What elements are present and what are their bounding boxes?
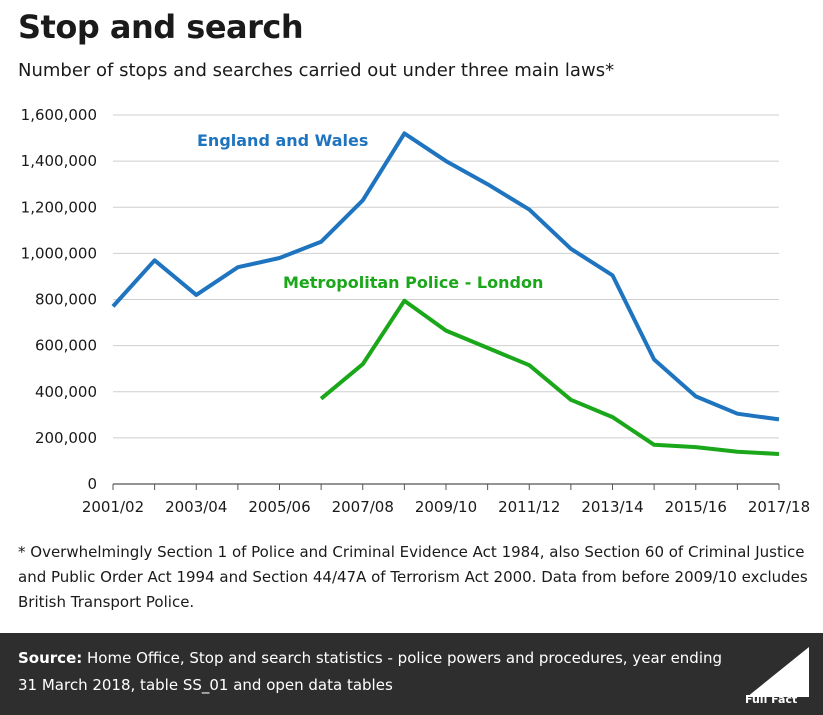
x-tick-label: 2001/02 [82, 498, 144, 516]
x-tick-label: 2017/18 [748, 498, 810, 516]
y-tick-label: 800,000 [35, 291, 97, 309]
y-tick-label: 1,400,000 [21, 152, 97, 170]
source-footer: Source: Home Office, Stop and search sta… [0, 633, 823, 715]
chart-subtitle: Number of stops and searches carried out… [18, 60, 615, 81]
y-tick-label: 400,000 [35, 383, 97, 401]
y-tick-label: 600,000 [35, 337, 97, 355]
logo-text: Full Fact [745, 693, 797, 705]
england-wales-line [111, 131, 780, 422]
x-tick-label: 2003/04 [165, 498, 227, 516]
source-body: Home Office, Stop and search statistics … [18, 649, 723, 694]
y-tick-label: 0 [87, 475, 97, 493]
source-label: Source: [18, 649, 83, 667]
x-tick-label: 2013/14 [581, 498, 643, 516]
footnote: * Overwhelmingly Section 1 of Police and… [18, 543, 808, 611]
full-fact-logo: Full Fact [745, 647, 809, 705]
y-tick-label: 1,000,000 [21, 244, 97, 262]
x-tick-label: 2011/12 [498, 498, 560, 516]
y-tick-label: 1,600,000 [21, 106, 97, 124]
source-text: Source: Home Office, Stop and search sta… [18, 645, 738, 699]
y-tick-label: 200,000 [35, 429, 97, 447]
met-police-line [319, 298, 780, 456]
met-police-label: Metropolitan Police - London [283, 273, 543, 292]
england-wales-label: England and Wales [197, 131, 368, 150]
x-tick-label: 2005/06 [248, 498, 310, 516]
line-chart: 0 200,000 400,000 600,000 800,000 1,000,000 1,… [21, 106, 811, 516]
chart-title: Stop and search [18, 8, 304, 46]
x-tick-label: 2015/16 [665, 498, 727, 516]
x-tick-label: 2009/10 [415, 498, 477, 516]
y-tick-label: 1,200,000 [21, 198, 97, 216]
x-tick-label: 2007/08 [332, 498, 394, 516]
